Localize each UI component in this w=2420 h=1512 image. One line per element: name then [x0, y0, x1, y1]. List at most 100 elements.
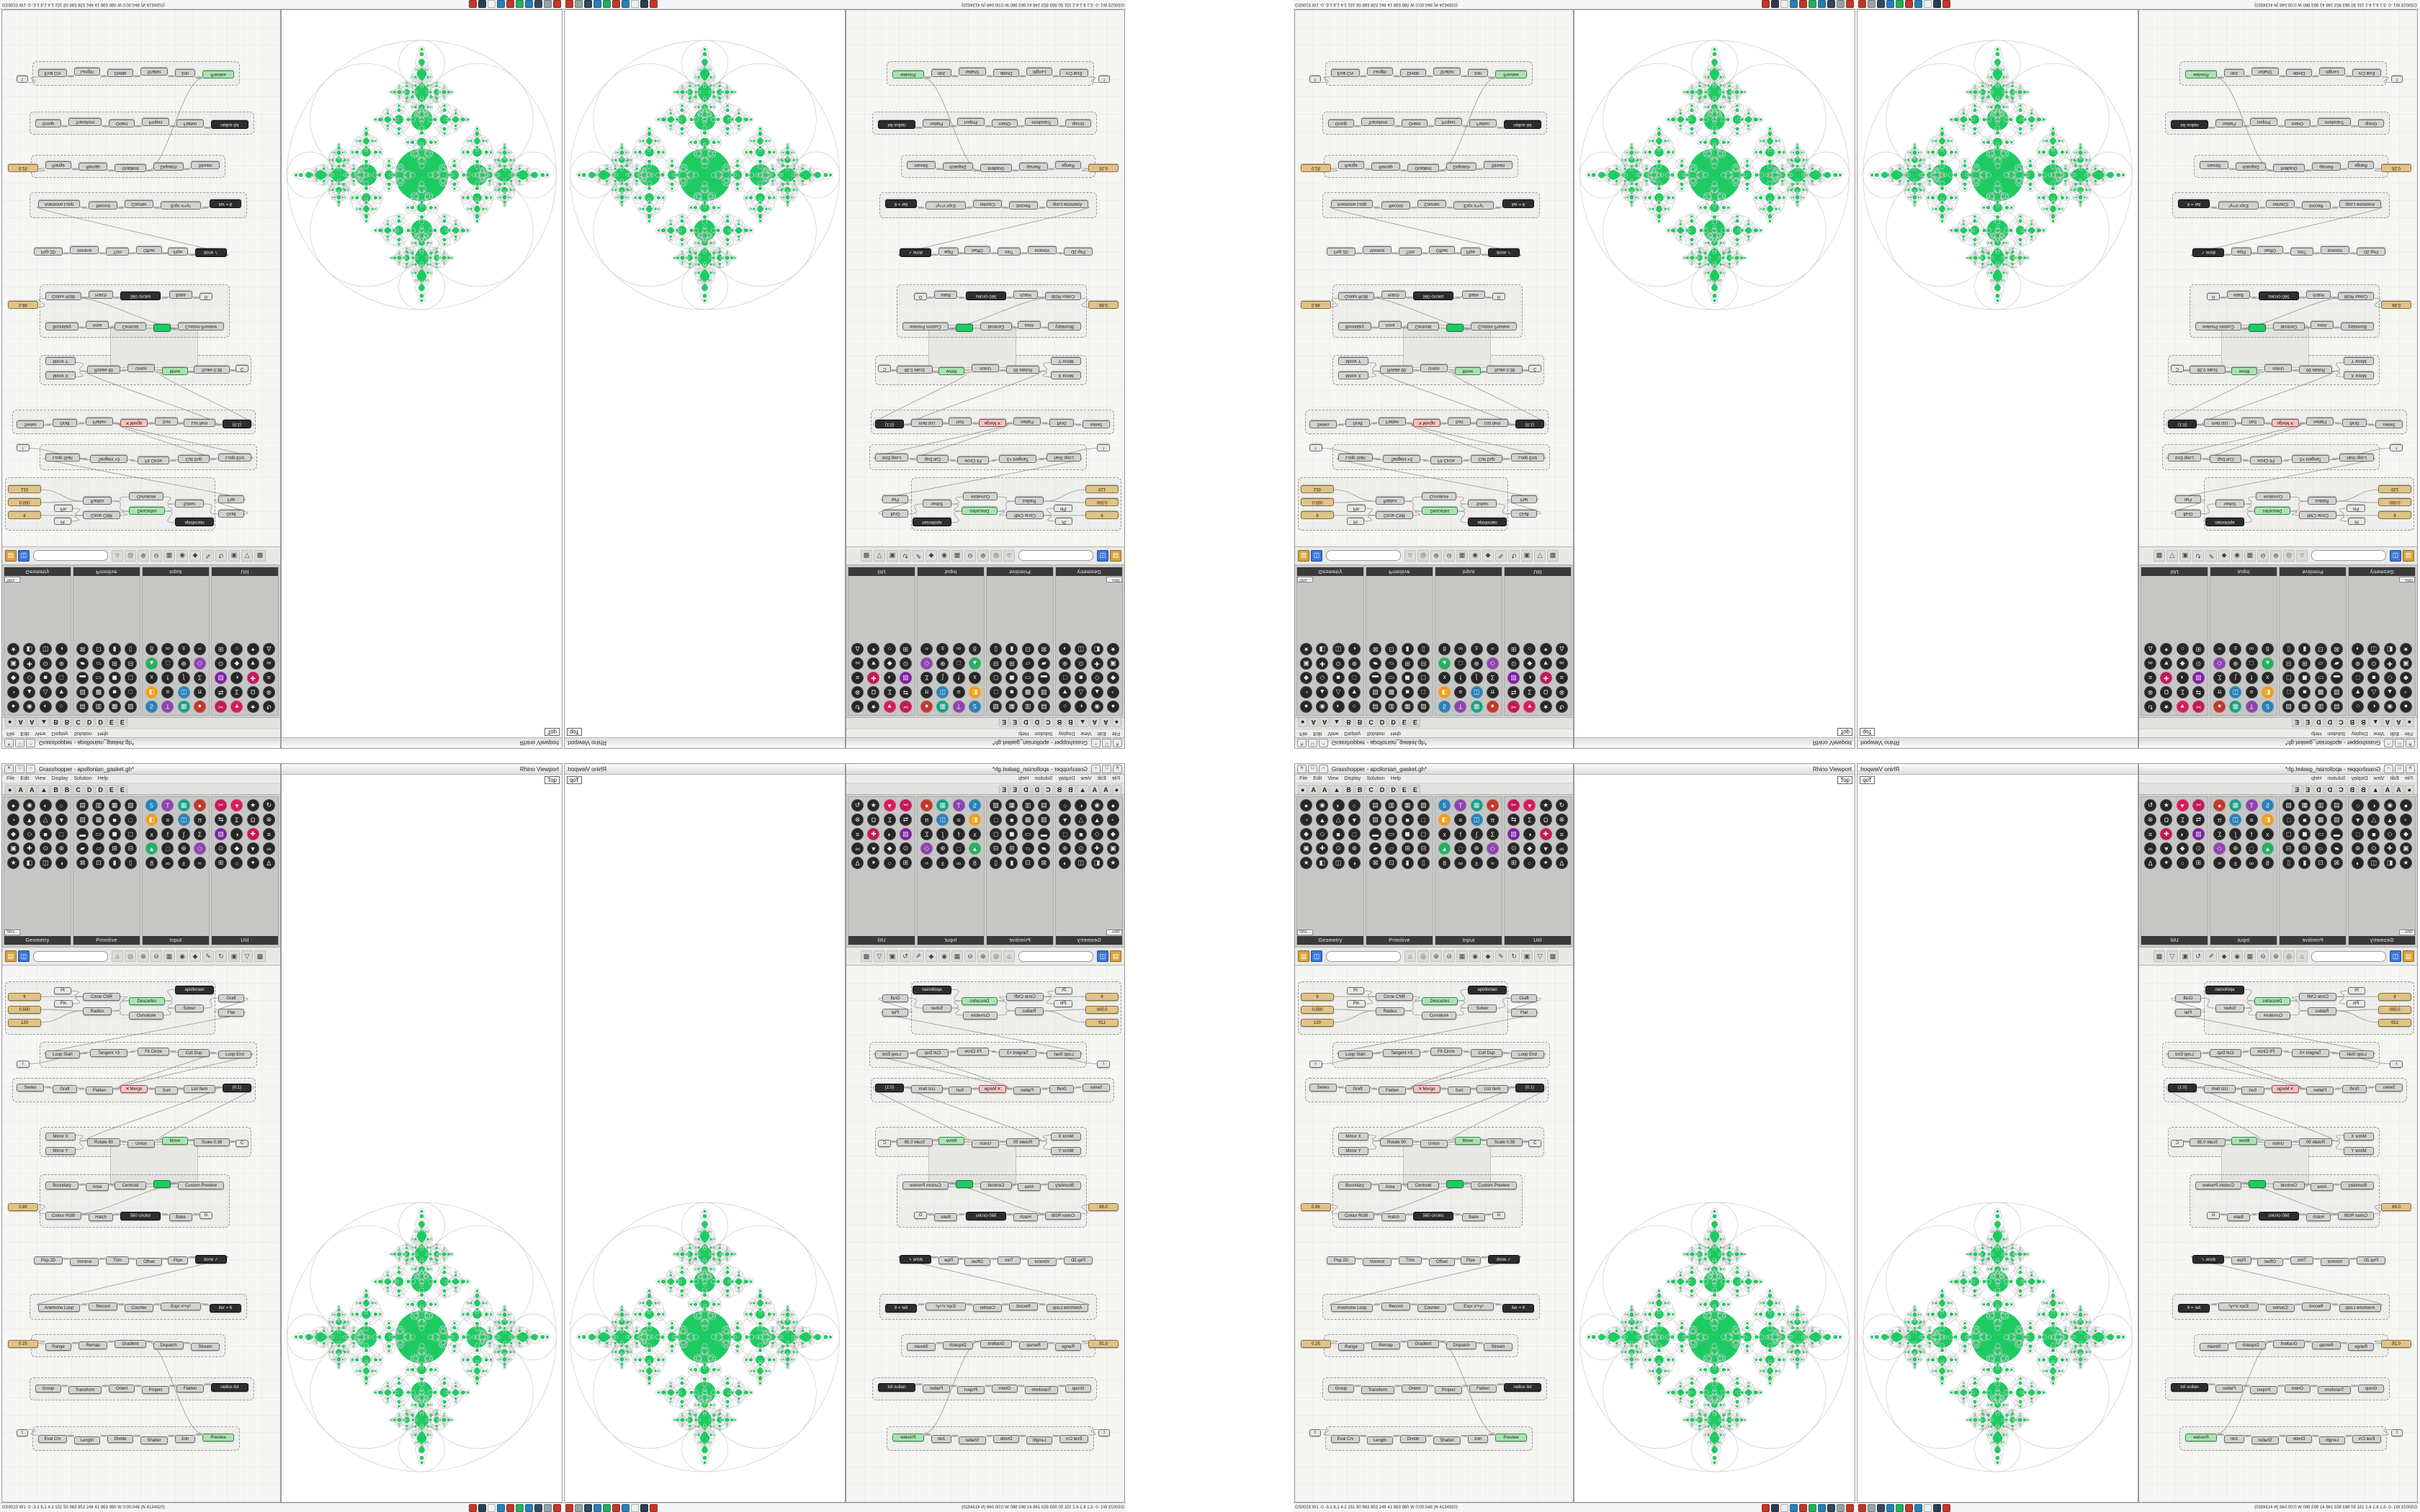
component-icon[interactable]: ✂	[2192, 701, 2205, 713]
component-icon[interactable]: π	[2213, 814, 2226, 826]
taskbar-app-icon[interactable]	[1858, 1503, 1866, 1512]
viewport-titlebar[interactable]: Rhino Viewport	[1857, 737, 2138, 748]
maximize-icon[interactable]: □	[1102, 739, 1111, 747]
graph-node[interactable]: Series	[1309, 420, 1337, 428]
graph-node[interactable]: Project	[957, 118, 985, 126]
component-icon[interactable]: ★	[2399, 643, 2412, 655]
graph-node[interactable]: Divide	[993, 1435, 1019, 1443]
graph-node[interactable]: Flatten	[2215, 120, 2243, 127]
graph-node[interactable]: apollonian	[175, 518, 214, 526]
graph-node[interactable]: Preview	[2185, 71, 2217, 78]
component-icon[interactable]: ▨	[2330, 814, 2343, 826]
component-icon[interactable]: ▧	[1417, 701, 1430, 713]
category-tab[interactable]: B	[2347, 785, 2358, 794]
component-icon[interactable]: ▯	[2282, 857, 2295, 869]
graph-node[interactable]: Voronoi	[70, 246, 99, 254]
view-toolbar-icon[interactable]: ◆	[2218, 550, 2230, 562]
menu-item[interactable]: File	[6, 776, 15, 781]
component-icon[interactable]: ○	[883, 643, 896, 655]
menu-item[interactable]: Help	[1018, 776, 1029, 781]
component-icon[interactable]: ◇	[2213, 657, 2226, 670]
component-icon[interactable]: Δ	[1555, 857, 1568, 869]
graph-node[interactable]: Pop 2D	[1327, 1256, 1355, 1264]
graph-node[interactable]: t	[1098, 1429, 1110, 1436]
component-icon[interactable]: ▰	[1037, 657, 1050, 670]
component-icon[interactable]: 5	[145, 701, 158, 713]
graph-node[interactable]: Cull Dup	[178, 455, 210, 463]
component-icon[interactable]: ★	[1106, 643, 1119, 655]
graph-node[interactable]: Remap	[2312, 163, 2341, 171]
component-icon[interactable]: ♥	[883, 799, 896, 811]
component-icon[interactable]: ⊙	[1507, 657, 1520, 670]
graph-node[interactable]: 120	[8, 1019, 41, 1027]
component-icon[interactable]: ◐	[1332, 701, 1345, 713]
component-icon[interactable]: ◧	[145, 814, 158, 826]
graph-node[interactable]: Curvature	[2256, 492, 2290, 500]
component-icon[interactable]: ▯	[990, 643, 1003, 655]
category-tab[interactable]: A	[15, 718, 26, 727]
graph-node[interactable]: Stream	[1484, 1343, 1512, 1351]
category-tab[interactable]: A	[1101, 785, 1111, 794]
graph-node[interactable]: Dispatch	[2236, 1341, 2266, 1349]
graph-node[interactable]: Fit Circle	[2250, 1048, 2282, 1056]
component-icon[interactable]: ♥	[1523, 799, 1536, 811]
graph-node[interactable]: Dispatch	[943, 163, 973, 171]
graph-node[interactable]: Remap	[1371, 1341, 1400, 1349]
graph-node[interactable]: {0;1}	[1515, 1084, 1544, 1092]
graph-node[interactable]: Fit Circle	[138, 1048, 169, 1056]
graph-node[interactable]: Offset	[1429, 246, 1455, 254]
taskbar-app-icon[interactable]	[1827, 0, 1835, 9]
graph-node[interactable]: done ✓	[900, 1255, 931, 1264]
graph-node[interactable]: Offset	[964, 246, 990, 254]
node-canvas[interactable]: 6 0.500 120 Pt Pln Circle CNR Radius Descartes C…	[1295, 966, 1573, 1502]
graph-node[interactable]: Length	[1026, 68, 1052, 76]
component-icon[interactable]: ▮	[108, 643, 121, 655]
component-icon[interactable]: ∞	[2144, 842, 2157, 855]
component-icon[interactable]: ●	[1486, 701, 1499, 713]
graph-node[interactable]: Stream	[191, 1343, 220, 1351]
graph-node[interactable]: Rotate 90	[1006, 1138, 1039, 1146]
taskbar-app-icon[interactable]	[1933, 0, 1941, 9]
node-canvas[interactable]: 6 0.500 120 Pt Pln Circle CNR Radius Descartes C…	[2139, 10, 2417, 546]
category-tab[interactable]: ▲	[1076, 785, 1089, 794]
component-icon[interactable]: ▩	[2314, 686, 2327, 698]
graph-node[interactable]: 0.25	[2381, 1340, 2411, 1348]
category-tab[interactable]: A	[2382, 718, 2393, 727]
component-icon[interactable]: □	[1417, 814, 1430, 826]
component-icon[interactable]: ■	[1005, 686, 1018, 698]
component-icon[interactable]: ♥	[883, 701, 896, 713]
component-icon[interactable]: ○	[2176, 857, 2189, 869]
graph-node[interactable]: Boundary	[1048, 1182, 1081, 1189]
component-icon[interactable]: ▬	[1037, 672, 1050, 684]
component-icon[interactable]: ▼	[867, 657, 880, 670]
view-toolbar-icon[interactable]: ◉	[1469, 550, 1481, 562]
category-tab[interactable]: D	[2324, 785, 2336, 794]
graph-node[interactable]: Counter	[125, 1304, 153, 1312]
component-icon[interactable]: ∞	[2144, 657, 2157, 670]
component-icon[interactable]: ⊞	[1005, 657, 1018, 670]
menu-item[interactable]: Display	[1058, 776, 1075, 781]
close-icon[interactable]: ✕	[4, 739, 14, 747]
component-icon[interactable]: ■	[1332, 672, 1345, 684]
component-icon[interactable]: ▲	[1090, 686, 1103, 698]
graph-node[interactable]: radius list	[2171, 120, 2208, 129]
component-icon[interactable]: ⊗	[262, 814, 275, 826]
taskbar-app-icon[interactable]	[1877, 1503, 1885, 1512]
graph-node[interactable]: r	[1309, 1061, 1322, 1068]
component-icon[interactable]: ⇆	[215, 686, 228, 698]
component-icon[interactable]: ⊞	[899, 857, 912, 869]
graph-node[interactable]: Graft	[1049, 419, 1074, 427]
component-icon[interactable]: 5	[2261, 799, 2274, 811]
component-icon[interactable]: □	[1417, 686, 1430, 698]
graph-node[interactable]: 6	[2378, 511, 2411, 519]
graph-node[interactable]: Anemone Loop	[1047, 1304, 1088, 1312]
component-icon[interactable]: ○	[55, 799, 68, 811]
component-icon[interactable]: ⊟	[2282, 842, 2295, 855]
component-icon[interactable]: ▲	[2261, 842, 2274, 855]
component-icon[interactable]: T	[161, 799, 174, 811]
graph-node[interactable]: Move	[1455, 1137, 1481, 1145]
component-icon[interactable]: ▼	[246, 657, 259, 670]
graph-node[interactable]: Area	[2311, 321, 2334, 329]
graph-node[interactable]: {0;1}	[2168, 420, 2197, 428]
component-icon[interactable]: 8	[968, 857, 981, 869]
